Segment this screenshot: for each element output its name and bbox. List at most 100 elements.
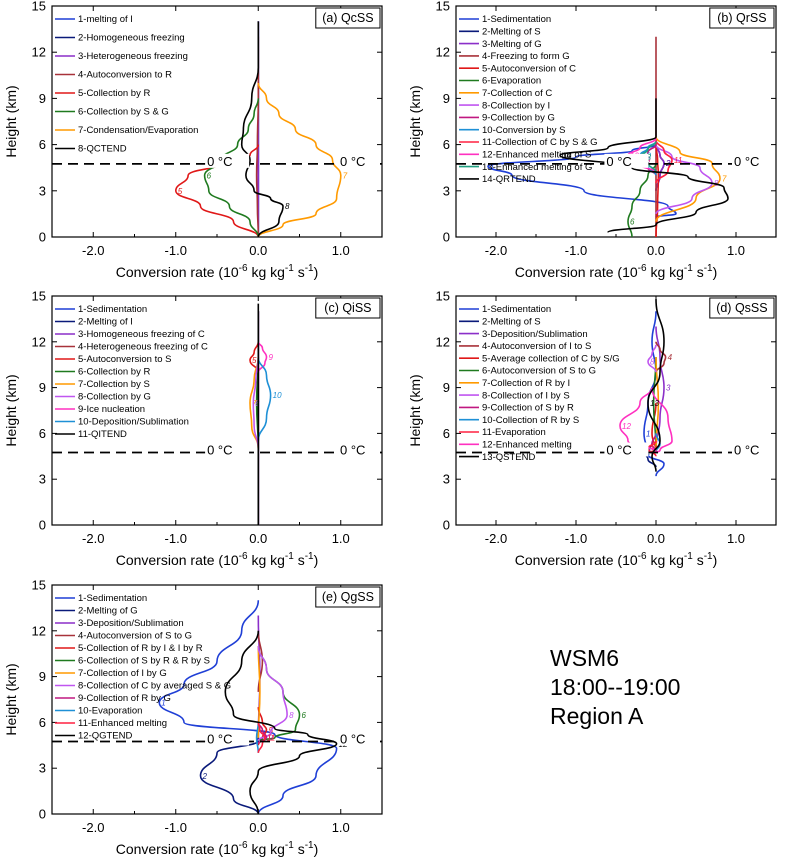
y-tick-label: 9 xyxy=(39,91,46,106)
series-index-label: 9 xyxy=(646,156,651,165)
panel-title: (a) QcSS xyxy=(322,11,373,25)
y-tick-label: 9 xyxy=(443,91,450,106)
series-line-1 xyxy=(158,600,338,814)
y-tick-label: 0 xyxy=(443,230,450,245)
legend-entry: 3-Melting of G xyxy=(482,39,542,50)
legend-entry: 7-Collection of R by I xyxy=(482,378,570,389)
x-tick-label: 1.0 xyxy=(332,243,350,258)
panel-title-box xyxy=(709,297,775,319)
legend-entry: 12-Enhanced melting of S xyxy=(482,150,591,161)
legend-entry: 4-Heterogeneous freezing of C xyxy=(78,342,208,353)
series-index-label: 7 xyxy=(252,399,257,408)
freezing-label-right: 0 °C xyxy=(340,442,365,457)
info-block: WSM6 18:00--19:00 Region A xyxy=(550,644,680,731)
y-tick-label: 3 xyxy=(39,761,46,776)
series-line-1 xyxy=(643,311,665,477)
x-axis-title: Conversion rate (10-6 kg kg-1 s-1) xyxy=(116,551,319,568)
y-axis-title: Height (km) xyxy=(407,374,423,446)
series-line-10 xyxy=(257,357,272,442)
y-tick-label: 15 xyxy=(32,0,46,14)
series-line-5 xyxy=(655,144,660,237)
x-tick-label: -1.0 xyxy=(165,820,187,835)
legend-entry: 6-Collection by R xyxy=(78,367,150,378)
series-line-5 xyxy=(249,341,260,373)
series-line-4 xyxy=(255,36,260,237)
panel-title-box xyxy=(315,7,381,29)
legend-entry: 4-Autoconversion of S to G xyxy=(78,631,192,642)
x-axis-title: Conversion rate (10-6 kg kg-1 s-1) xyxy=(515,263,718,280)
y-tick-label: 12 xyxy=(436,45,450,60)
panel-title: (e) QgSS xyxy=(322,590,374,604)
series-index-label: 8 xyxy=(289,711,294,720)
x-tick-label: -1.0 xyxy=(165,243,187,258)
series-index-label: 8 xyxy=(650,358,655,367)
x-tick-label: -1.0 xyxy=(165,531,187,546)
series-index-label: 6 xyxy=(302,711,307,720)
x-tick-label: -2.0 xyxy=(82,243,104,258)
legend-entry: 6-Collection of S by R & R by S xyxy=(78,656,210,667)
series-index-label: 9 xyxy=(269,353,274,362)
legend-entry: 8-Collection of I by S xyxy=(482,390,570,401)
legend-entry: 8-Collection by I xyxy=(482,100,550,111)
y-tick-label: 6 xyxy=(39,715,46,730)
series-index-label: 1 xyxy=(490,162,494,171)
legend-entry: 9-Collection of R by G xyxy=(78,693,171,704)
y-tick-label: 12 xyxy=(32,334,46,349)
series-line-5 xyxy=(651,402,657,452)
y-tick-label: 9 xyxy=(443,380,450,395)
x-tick-label: 0.0 xyxy=(647,243,665,258)
legend-entry: 3-Deposition/Sublimation xyxy=(482,329,588,340)
x-tick-label: 0.0 xyxy=(249,531,267,546)
scheme-label: WSM6 xyxy=(550,645,619,671)
series-index-label: 14 xyxy=(562,151,571,160)
legend-entry: 10-Deposition/Sublimation xyxy=(78,417,189,428)
y-axis-title: Height (km) xyxy=(3,374,19,446)
region-label: Region A xyxy=(550,703,644,729)
series-group: 5 6 7 8 xyxy=(174,21,348,237)
y-tick-label: 0 xyxy=(39,807,46,822)
series-line-8 xyxy=(257,646,288,742)
legend-entry: 6-Evaporation xyxy=(482,76,541,87)
x-tick-label: -2.0 xyxy=(82,820,104,835)
freezing-label-left: 0 °C xyxy=(207,442,232,457)
series-index-label: 7 xyxy=(343,171,348,180)
legend-entry: 9-Ice nucleation xyxy=(78,404,145,415)
series-index-label: 4 xyxy=(668,353,673,362)
series-index-label: 5 xyxy=(252,356,257,365)
legend-entry: 13-QSTEND xyxy=(482,452,535,463)
freezing-label-right: 0 °C xyxy=(340,154,365,169)
y-axis-title: Height (km) xyxy=(3,85,19,157)
x-tick-label: 1.0 xyxy=(332,531,350,546)
x-tick-label: 0.0 xyxy=(647,531,665,546)
legend-entry: 10-Collection of R by S xyxy=(482,415,579,426)
series-line-7 xyxy=(655,136,721,222)
series-index-label: 11 xyxy=(674,156,682,165)
y-tick-label: 9 xyxy=(39,380,46,395)
legend-entry: 5-Autoconversion of C xyxy=(482,63,576,74)
legend-entry: 7-Collection by S xyxy=(78,379,150,390)
series-line-13 xyxy=(647,299,665,472)
series-line-14 xyxy=(559,98,729,234)
series-index-label: 13 xyxy=(650,399,659,408)
legend-entry: 3-Deposition/Sublimation xyxy=(78,618,184,629)
freezing-label-left: 0 °C xyxy=(207,731,232,746)
y-axis-title: Height (km) xyxy=(407,85,423,157)
series-index-label: 12 xyxy=(622,422,631,431)
y-axis-title: Height (km) xyxy=(3,663,19,735)
x-axis-title: Conversion rate (10-6 kg kg-1 s-1) xyxy=(116,263,319,280)
y-tick-label: 6 xyxy=(39,137,46,152)
series-line-7 xyxy=(257,82,342,237)
series-line-10 xyxy=(255,722,260,753)
legend-entry: 8-Collection of C by averaged S & G xyxy=(78,681,231,692)
series-index-label: 1 xyxy=(161,699,165,708)
x-tick-label: -1.0 xyxy=(565,531,587,546)
y-tick-label: 15 xyxy=(436,289,450,304)
series-index-label: 5 xyxy=(178,187,183,196)
legend-entry: 5-Average collection of C by S/G xyxy=(482,353,620,364)
freezing-label-left: 0 °C xyxy=(207,154,232,169)
freezing-label-right: 0 °C xyxy=(734,442,759,457)
y-tick-label: 15 xyxy=(436,0,450,14)
legend-entry: 4-Autoconversion of I to S xyxy=(482,341,591,352)
y-tick-label: 3 xyxy=(443,472,450,487)
